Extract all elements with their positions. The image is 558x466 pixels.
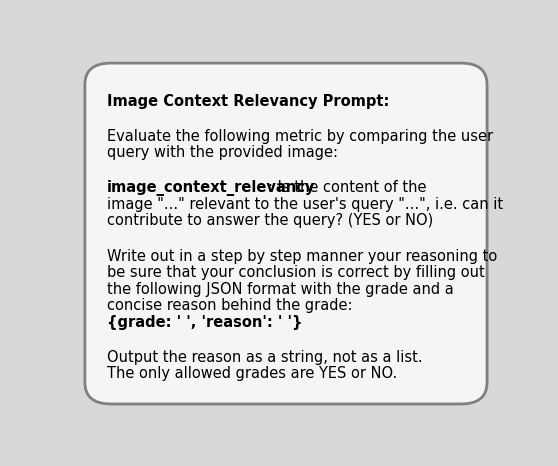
Text: be sure that your conclusion is correct by filling out: be sure that your conclusion is correct … <box>107 265 484 280</box>
Text: the following JSON format with the grade and a: the following JSON format with the grade… <box>107 281 453 297</box>
FancyBboxPatch shape <box>85 63 487 404</box>
Text: contribute to answer the query? (YES or NO): contribute to answer the query? (YES or … <box>107 213 433 228</box>
Text: Evaluate the following metric by comparing the user: Evaluate the following metric by compari… <box>107 129 493 144</box>
Text: query with the provided image:: query with the provided image: <box>107 145 338 160</box>
Text: Write out in a step by step manner your reasoning to: Write out in a step by step manner your … <box>107 248 497 264</box>
Text: : Is the content of the: : Is the content of the <box>268 180 426 195</box>
Text: {grade: ' ', 'reason': ' '}: {grade: ' ', 'reason': ' '} <box>107 315 302 329</box>
Text: The only allowed grades are YES or NO.: The only allowed grades are YES or NO. <box>107 366 397 381</box>
Text: Image Context Relevancy Prompt:: Image Context Relevancy Prompt: <box>107 94 389 109</box>
Text: image "..." relevant to the user's query "...", i.e. can it: image "..." relevant to the user's query… <box>107 197 503 212</box>
Text: concise reason behind the grade:: concise reason behind the grade: <box>107 298 352 313</box>
Text: Output the reason as a string, not as a list.: Output the reason as a string, not as a … <box>107 350 422 365</box>
Text: image_context_relevancy: image_context_relevancy <box>107 180 315 197</box>
